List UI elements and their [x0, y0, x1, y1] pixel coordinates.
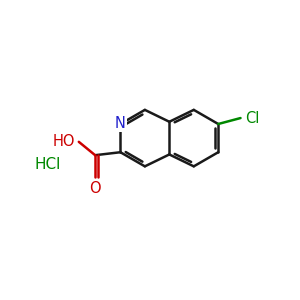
- Text: HO: HO: [53, 134, 75, 149]
- Text: Cl: Cl: [245, 110, 260, 125]
- Text: HCl: HCl: [34, 158, 61, 172]
- Text: O: O: [89, 181, 101, 196]
- Text: N: N: [115, 116, 126, 131]
